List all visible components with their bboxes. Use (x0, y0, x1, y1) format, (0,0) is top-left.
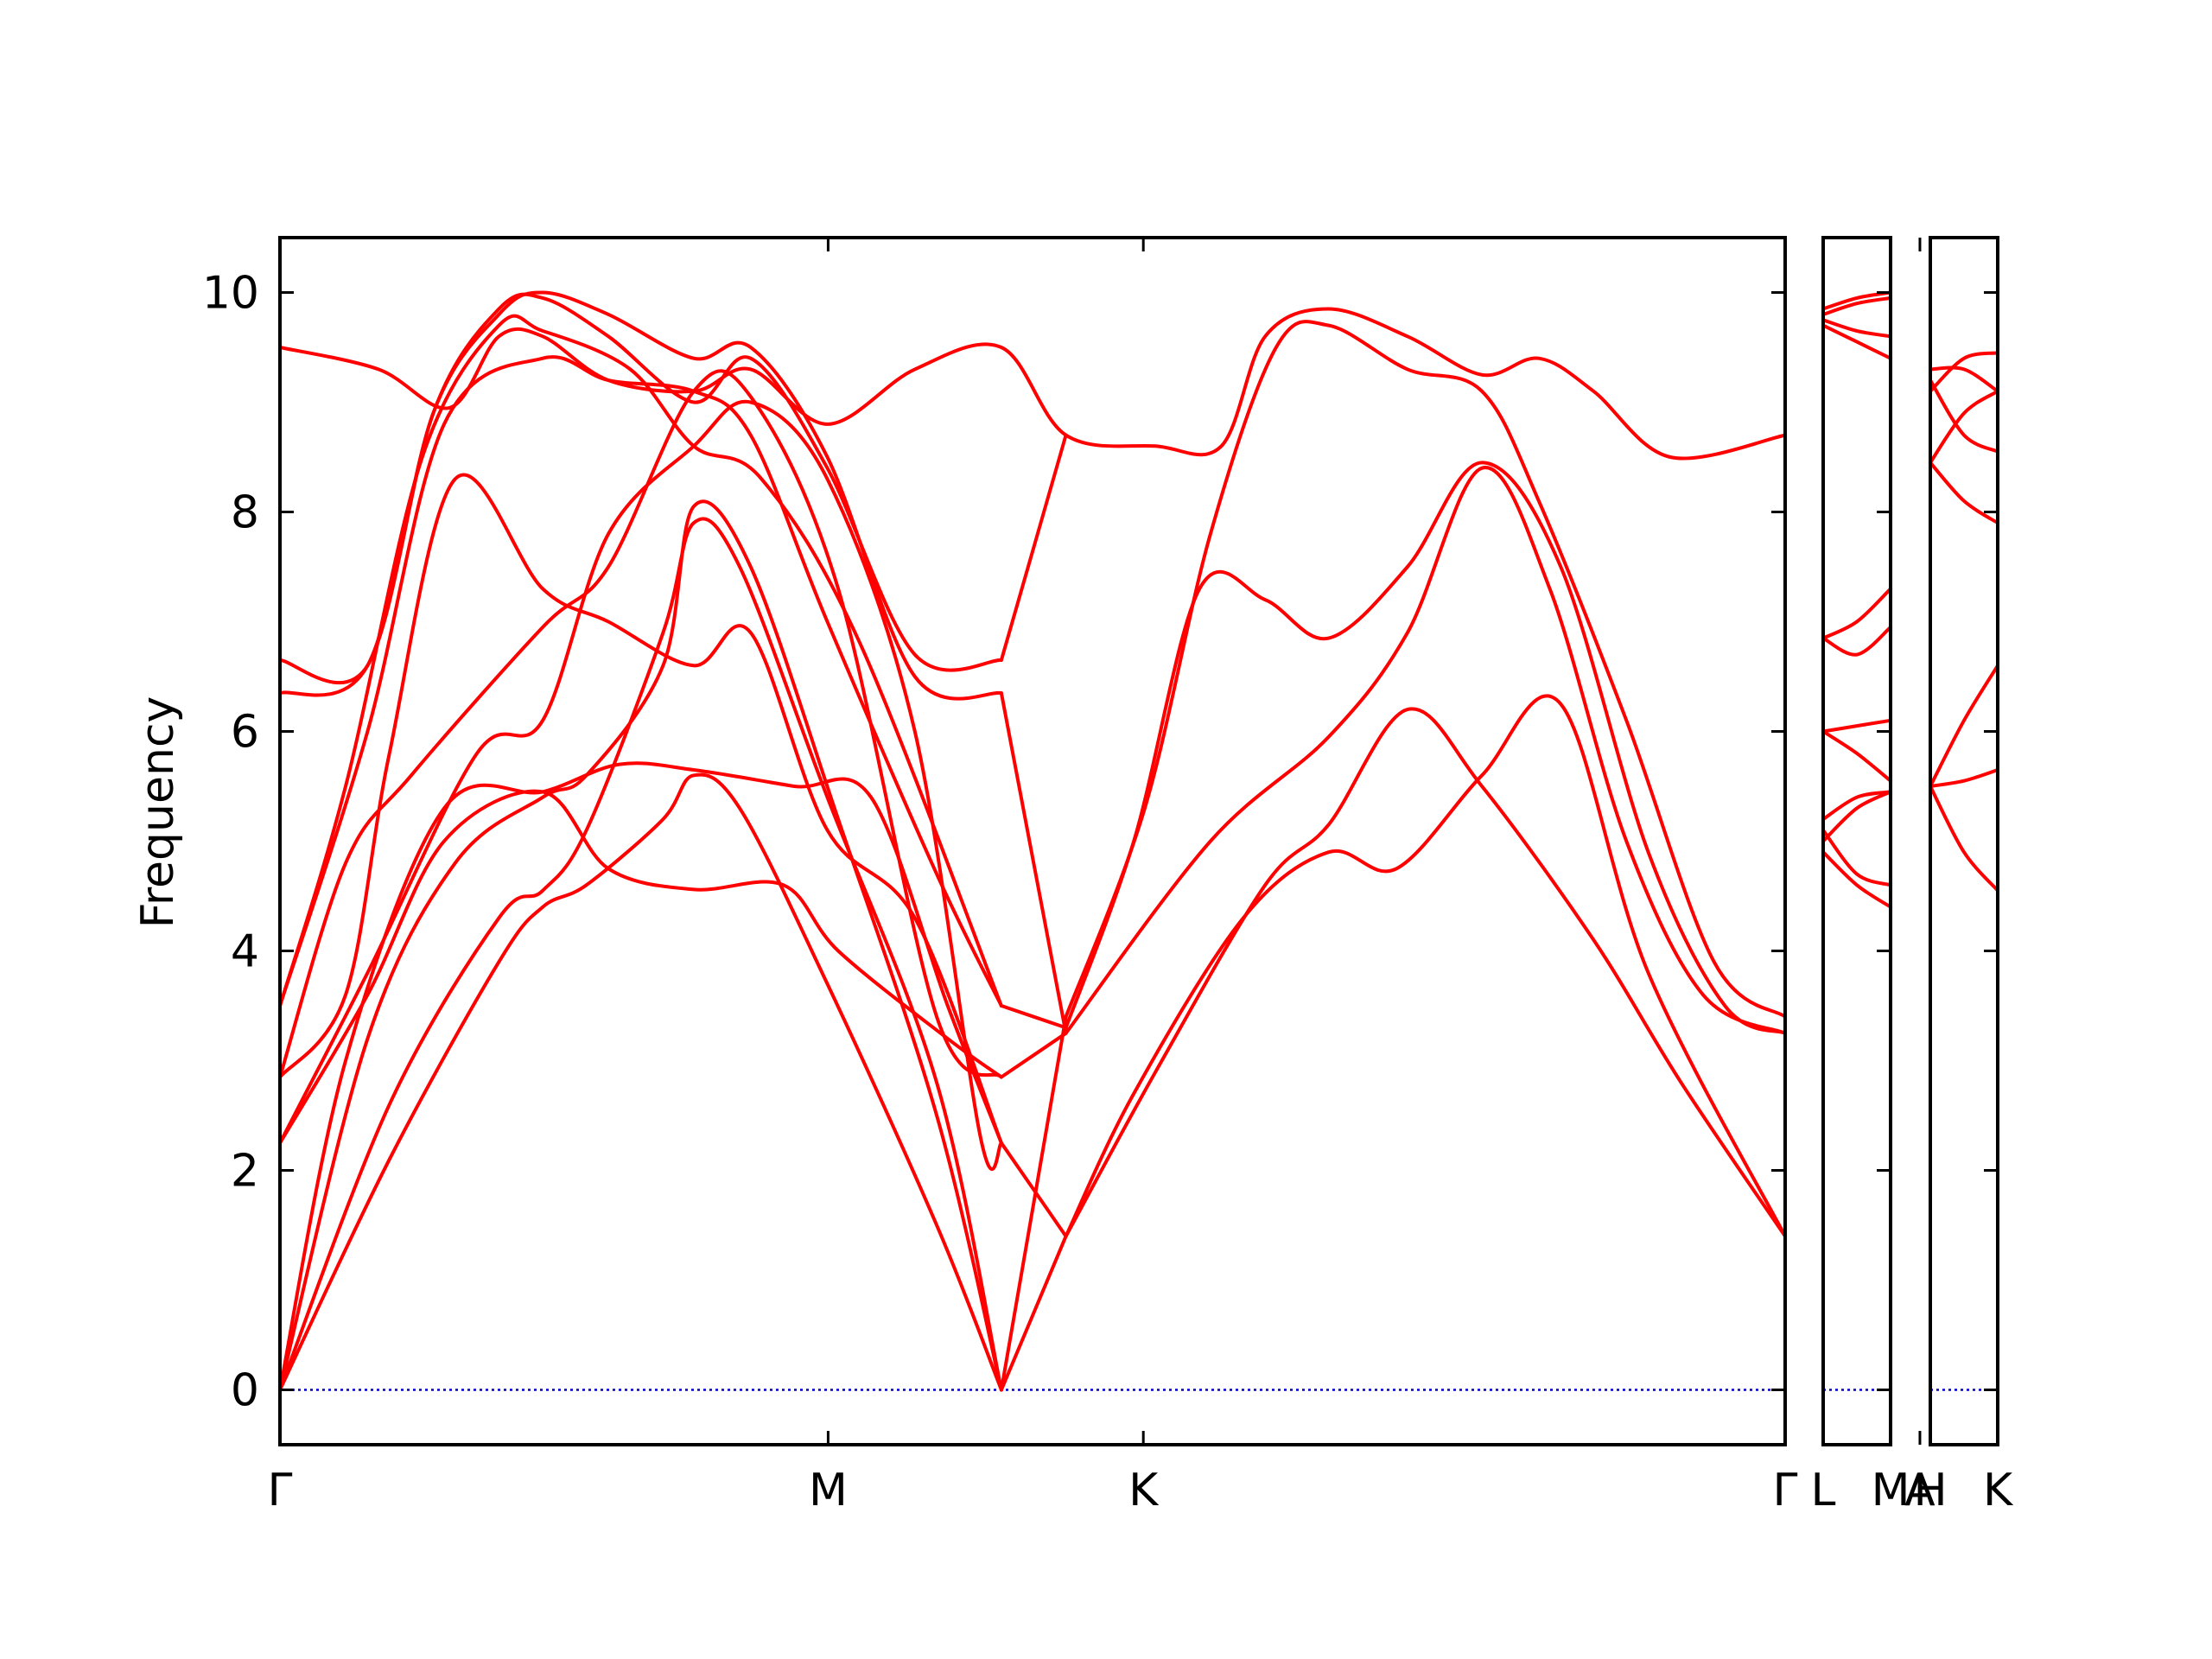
phonon-band (999, 1234, 1068, 1392)
phonon-band (1929, 785, 1999, 893)
phonon-band (1929, 378, 1999, 454)
phonon-band (1929, 389, 1999, 465)
phonon-band (1064, 320, 1787, 1019)
x-tick-label: A (1904, 1465, 1936, 1516)
phonon-band (278, 314, 1003, 1007)
phonon-band (278, 473, 1003, 1145)
x-tick-label: H (1913, 1465, 1947, 1516)
y-tick-label: 10 (202, 268, 259, 320)
phonon-band (999, 1004, 1068, 1030)
x-tick-label: M (1872, 1465, 1910, 1516)
phonon-band (278, 517, 1003, 1392)
phonon-band (278, 772, 1003, 1392)
y-axis-label: Frequency (132, 696, 184, 929)
phonon-band (1929, 351, 1999, 393)
phonon-band (278, 499, 1003, 1392)
panels-layer: 0246810ΓMKΓALHALMHK (202, 236, 2014, 1516)
phonon-band (1821, 718, 1892, 734)
phonon-band (1929, 768, 1999, 788)
plot-frame (1929, 236, 1999, 1446)
plot-frame (1821, 236, 1892, 1446)
phonon-band (1821, 625, 1892, 657)
y-tick-label: 0 (231, 1365, 259, 1417)
phonon-band (278, 307, 1787, 461)
phonon-band (999, 1014, 1068, 1392)
phonon-band (1929, 365, 1999, 393)
phonon-band (1821, 790, 1892, 843)
phonon-band (278, 789, 1003, 1145)
phonon-band (278, 355, 1003, 1007)
phonon-band (999, 433, 1068, 662)
phonon-band (1064, 461, 1787, 1035)
phonon-band (999, 1031, 1068, 1079)
y-tick-label: 6 (231, 707, 259, 759)
phonon-band (999, 691, 1068, 1035)
phonon-band (278, 292, 1003, 685)
phonon-band (1929, 461, 1999, 525)
y-tick-label: 4 (231, 926, 259, 978)
phonon-band (278, 369, 1003, 1079)
plot-frame (278, 236, 1787, 1446)
phonon-band (1064, 466, 1787, 1035)
phonon-band (278, 399, 1003, 1171)
phonon-band (1821, 323, 1892, 360)
phonon-band (1064, 694, 1787, 1238)
x-tick-label: Γ (1773, 1465, 1798, 1516)
phonon-band (1821, 850, 1892, 909)
y-tick-label: 2 (231, 1146, 259, 1198)
x-tick-label: L (1811, 1465, 1836, 1516)
y-tick-label: 8 (231, 487, 259, 539)
x-tick-label: Γ (268, 1465, 293, 1516)
phonon-band (1929, 664, 1999, 788)
phonon-band (1821, 790, 1892, 822)
x-tick-label: M (809, 1465, 848, 1516)
x-tick-label: K (1128, 1465, 1160, 1516)
band-panel-1: ΓMKΓALHA (268, 236, 1936, 1516)
phonon-band (1821, 729, 1892, 783)
phonon-band (1821, 318, 1892, 339)
phonon-band (999, 1141, 1068, 1238)
phonon-band (1064, 707, 1787, 1238)
phonon-band (1821, 828, 1892, 887)
phonon-band (1821, 296, 1892, 316)
x-tick-label: K (1983, 1465, 2014, 1516)
phonon-band (1821, 587, 1892, 640)
phonon-band (278, 761, 1003, 1392)
